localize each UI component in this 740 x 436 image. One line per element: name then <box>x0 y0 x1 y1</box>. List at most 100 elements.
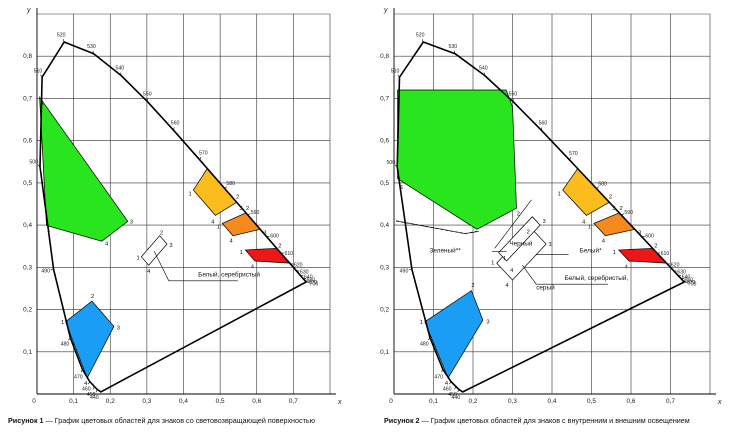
wavelength-label: 460 <box>443 387 452 393</box>
wavelength-tick <box>88 381 91 385</box>
wavelength-label: 630 <box>677 270 686 276</box>
region-green <box>39 96 129 242</box>
wavelength-tick <box>224 186 228 189</box>
x-tick-label: 0,3 <box>142 398 151 405</box>
wavelength-tick <box>449 381 452 385</box>
y-tick-label: 0,4 <box>23 222 32 229</box>
leader-line <box>494 199 532 249</box>
x-tick-label: 0 <box>32 398 36 405</box>
vertex-label: 4 <box>602 238 606 244</box>
vertex-label: 1 <box>240 250 243 256</box>
vertex-label: 1 <box>136 256 139 262</box>
vertex-label: 3 <box>169 243 172 249</box>
wavelength-label: 540 <box>479 66 488 72</box>
vertex-label: 2 <box>236 194 239 200</box>
wavelength-tick <box>541 127 543 131</box>
wavelength-label: 700 <box>310 281 319 287</box>
vertex-label: 2 <box>517 211 520 217</box>
x-tick-label: 0,7 <box>289 398 298 405</box>
vertex-label: 3 <box>486 319 489 325</box>
vertex-label: 4 <box>105 241 109 247</box>
wavelength-tick <box>80 369 83 373</box>
vertex-label: 3 <box>542 219 545 225</box>
wavelength-tick <box>441 369 444 373</box>
region-blue <box>65 300 115 379</box>
wavelength-tick <box>95 389 98 393</box>
x-axis-label: x <box>717 399 722 406</box>
wavelength-label: 450 <box>448 392 457 398</box>
vertex-label: 4 <box>211 220 215 226</box>
region-yellow <box>192 167 238 216</box>
x-tick-label: 0,4 <box>179 398 188 405</box>
vertex-label: 1 <box>557 191 560 197</box>
wavelength-label: 590 <box>251 210 260 216</box>
wavelength-label: 610 <box>285 251 294 257</box>
wavelength-label: 630 <box>300 270 309 276</box>
wavelength-tick <box>453 50 456 54</box>
wavelength-label: 560 <box>539 120 548 126</box>
annotation-label: Белый* <box>580 247 602 255</box>
wavelength-label: 440 <box>451 395 460 401</box>
y-tick-label: 0,6 <box>380 138 389 145</box>
y-tick-label: 0,1 <box>23 349 32 356</box>
vertex-label: 4 <box>510 268 514 274</box>
wavelength-label: 510 <box>34 68 43 74</box>
y-axis-label: y <box>26 7 31 14</box>
wavelength-label: 590 <box>624 210 633 216</box>
vertex-label: 4 <box>251 264 255 270</box>
y-tick-label: 0,1 <box>380 349 389 356</box>
y-tick-label: 0,2 <box>23 307 32 314</box>
wavelength-tick <box>457 389 460 393</box>
figure-1-caption-text: — График цветовых областей для знаков со… <box>44 416 316 425</box>
wavelength-label: 460 <box>82 387 91 393</box>
vertex-label: 3 <box>638 230 641 236</box>
y-tick-label: 0,5 <box>23 180 32 187</box>
dashed-leader-line <box>395 220 477 235</box>
vertex-label: 3 <box>548 242 551 248</box>
wavelength-label: 550 <box>509 92 518 98</box>
vertex-label: 4 <box>147 269 151 275</box>
vertex-label: 2 <box>160 231 163 237</box>
y-tick-label: 0,7 <box>23 95 32 102</box>
wavelength-label: 580 <box>598 181 607 187</box>
vertex-label: 4 <box>84 381 88 387</box>
wavelength-tick <box>621 213 625 216</box>
wavelength-label: 480 <box>61 342 70 348</box>
vertex-label: 1 <box>41 101 44 107</box>
vertex-label: 1 <box>217 224 220 230</box>
y-tick-label: 0,8 <box>380 53 389 60</box>
wavelength-label: 500 <box>29 160 38 166</box>
wavelength-label: 640 <box>304 274 313 280</box>
figure-1-panel: 0 0,1 0,2 0,3 0,4 0,5 0,6 0,7 0,1 0,2 0,3 0,4 0,5 0,6… <box>23 7 342 406</box>
wavelength-label: 700 <box>688 281 697 287</box>
vertex-label: 2 <box>620 206 623 212</box>
leader-line <box>522 265 609 285</box>
vertex-label: 3 <box>612 206 615 212</box>
wavelength-tick <box>427 337 431 341</box>
wavelength-label: 530 <box>448 44 457 50</box>
wavelength-label: 500 <box>386 160 395 166</box>
x-tick-label: 0,6 <box>252 398 261 405</box>
annotation-label: Зеленый** <box>430 247 462 255</box>
x-tick-label: 0,7 <box>666 398 675 405</box>
x-tick-label: 0,2 <box>106 398 115 405</box>
vertex-label: 4 <box>229 238 233 244</box>
annotation-label: Белый, серебристый, <box>565 274 629 282</box>
vertex-label: 1 <box>588 224 591 230</box>
y-tick-label: 0,2 <box>380 307 389 314</box>
vertex-label: 1 <box>400 185 403 191</box>
y-tick-label: 0,3 <box>23 264 32 271</box>
wavelength-label: 620 <box>671 262 680 268</box>
figure-1-caption: Рисунок 1 — График цветовых областей для… <box>8 416 316 425</box>
vertex-label: 4 <box>625 264 629 270</box>
wavelength-label: 600 <box>270 234 279 240</box>
x-axis-label: x <box>337 399 342 406</box>
vertex-label: 1 <box>47 227 50 233</box>
wavelength-tick <box>40 74 43 78</box>
x-tick-label: 0,4 <box>548 398 557 405</box>
vertex-label: 1 <box>491 260 494 266</box>
wavelength-label: 440 <box>90 395 99 401</box>
region-yellow <box>562 167 610 216</box>
wavelength-tick <box>173 127 175 131</box>
wavelength-tick <box>92 50 94 54</box>
